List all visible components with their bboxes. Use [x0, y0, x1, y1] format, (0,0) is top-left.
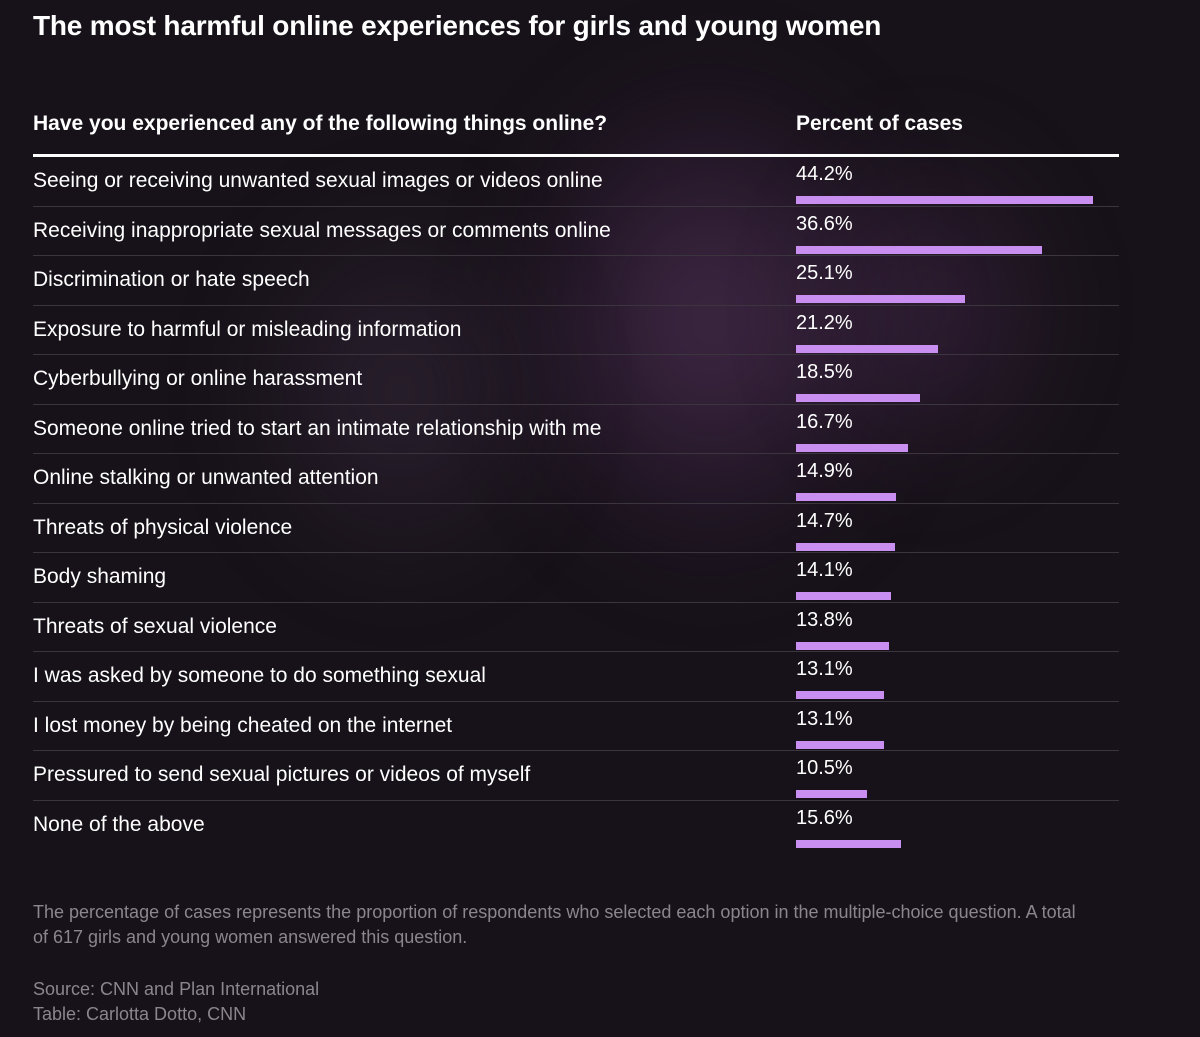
percent-bar [796, 245, 1042, 254]
table-row: Exposure to harmful or misleading inform… [33, 306, 1119, 355]
question-column-header: Have you experienced any of the followin… [33, 112, 608, 135]
value-label: 21.2% [796, 311, 853, 334]
value-label: 25.1% [796, 262, 853, 284]
percent-bar [796, 196, 1093, 204]
table-row: I was asked by someone to do something s… [33, 652, 1119, 702]
table-body: Seeing or receiving unwanted sexual imag… [33, 157, 1119, 850]
percent-bar [796, 691, 885, 699]
value-label: 44.2% [796, 163, 853, 185]
percent-bar [796, 641, 889, 650]
table-row: Receiving inappropriate sexual messages … [33, 207, 1119, 256]
percent-bar [796, 493, 897, 501]
value-label: 16.7% [796, 410, 853, 433]
value-label: 15.6% [796, 806, 853, 829]
value-label: 10.5% [796, 757, 853, 779]
value-label: 14.9% [796, 460, 853, 482]
footnote: The percentage of cases represents the p… [33, 902, 1076, 947]
table-row: Body shaming 14.1% [33, 553, 1119, 603]
table-row: Online stalking or unwanted attention 14.… [33, 454, 1119, 504]
row-label: Threats of sexual violence [33, 614, 277, 638]
row-label: Online stalking or unwanted attention [33, 466, 379, 489]
table-row: I lost money by being cheated on the int… [33, 702, 1119, 751]
table-row: Threats of physical violence 14.7% [33, 504, 1119, 553]
row-label: None of the above [33, 812, 205, 836]
value-label: 18.5% [796, 361, 853, 383]
row-label: Body shaming [33, 565, 167, 588]
percent-bar [796, 839, 901, 848]
chart-title: The most harmful online experiences for … [33, 10, 882, 41]
value-label: 13.1% [796, 707, 853, 730]
value-label: 36.6% [796, 212, 853, 235]
value-label: 14.1% [796, 559, 853, 581]
table-row: Pressured to send sexual pictures or vid… [33, 751, 1119, 801]
source-credits: Source: CNN and Plan International Table… [33, 977, 319, 1027]
row-label: Cyberbullying or online harassment [33, 367, 363, 390]
credit-text: Table: Carlotta Dotto, CNN [33, 1004, 247, 1024]
row-label: I lost money by being cheated on the int… [33, 713, 453, 737]
row-label: Discrimination or hate speech [33, 268, 310, 291]
percent-bar [796, 295, 965, 303]
row-label: I was asked by someone to do something s… [33, 664, 486, 687]
percent-column-header: Percent of cases [796, 112, 963, 135]
table-row: Cyberbullying or online harassment 18.5% [33, 355, 1119, 405]
row-label: Receiving inappropriate sexual messages … [33, 218, 611, 242]
source-text: Source: CNN and Plan International [33, 979, 320, 999]
value-label: 14.7% [796, 509, 853, 532]
percent-bar [796, 542, 895, 551]
value-label: 13.1% [796, 658, 853, 680]
table-row: Someone online tried to start an intimat… [33, 405, 1119, 454]
header-rule [33, 154, 1119, 157]
row-label: Exposure to harmful or misleading inform… [33, 317, 462, 341]
table-row: Threats of sexual violence 13.8% [33, 603, 1119, 652]
percent-bar [796, 790, 867, 798]
row-label: Seeing or receiving unwanted sexual imag… [33, 169, 603, 192]
percent-bar [796, 394, 921, 402]
percent-bar [796, 740, 885, 749]
percent-bar [796, 592, 891, 600]
percent-bar [796, 344, 939, 353]
table-row: Discrimination or hate speech 25.1% [33, 256, 1119, 306]
row-label: Pressured to send sexual pictures or vid… [33, 763, 531, 786]
row-label: Someone online tried to start an intimat… [33, 416, 602, 440]
percent-bar [796, 443, 909, 452]
row-label: Threats of physical violence [33, 515, 293, 539]
table-row: Seeing or receiving unwanted sexual imag… [33, 157, 1119, 207]
value-label: 13.8% [796, 608, 853, 631]
table-row: None of the above 15.6% [33, 801, 1119, 851]
